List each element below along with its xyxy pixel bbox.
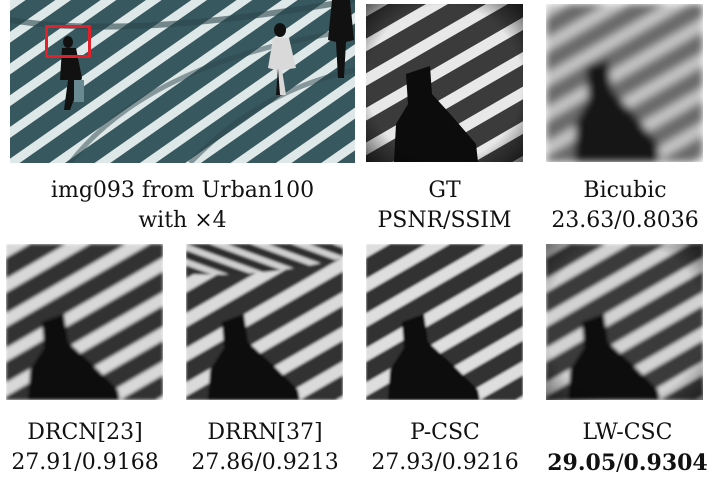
panel-label: DRCN[23] [27, 420, 143, 445]
crop-pcsc [366, 244, 523, 400]
panel-metric: PSNR/SSIM [377, 208, 512, 233]
crop-bicubic [546, 4, 703, 162]
panel-metric-best: 29.05/0.9304 [540, 448, 715, 479]
panel-metric: 27.91/0.9168 [11, 450, 159, 475]
crop-drcn [6, 244, 163, 400]
highlight-box [45, 25, 91, 58]
crop-lwcsc [546, 244, 703, 400]
panel-label: LW-CSC [582, 420, 673, 445]
panel-label: DRRN[37] [207, 420, 323, 445]
crop-gt [366, 4, 523, 162]
caption-pcsc: P-CSC 27.93/0.9216 [360, 418, 530, 478]
panel-metric: 23.63/0.8036 [551, 208, 699, 233]
caption-gt: GT PSNR/SSIM [366, 176, 523, 236]
metric-separator: / [616, 451, 624, 476]
caption-drrn: DRRN[37] 27.86/0.9213 [180, 418, 350, 478]
best-psnr: 29.05 [547, 450, 617, 476]
caption-drcn: DRCN[23] 27.91/0.9168 [0, 418, 170, 478]
source-image [10, 0, 355, 163]
crop-drrn [186, 244, 343, 400]
panel-label: GT [428, 178, 461, 203]
best-ssim: 0.9304 [623, 450, 708, 476]
panel-metric: 27.86/0.9213 [191, 450, 339, 475]
panel-metric: 27.93/0.9216 [371, 450, 519, 475]
caption-lwcsc: LW-CSC 29.05/0.9304 [540, 418, 715, 479]
source-caption-line2: with ×4 [138, 208, 227, 233]
source-caption: img093 from Urban100 with ×4 [10, 176, 355, 236]
panel-label: Bicubic [583, 178, 667, 203]
caption-bicubic: Bicubic 23.63/0.8036 [540, 176, 710, 236]
source-caption-line1: img093 from Urban100 [50, 178, 315, 203]
panel-label: P-CSC [410, 420, 480, 445]
